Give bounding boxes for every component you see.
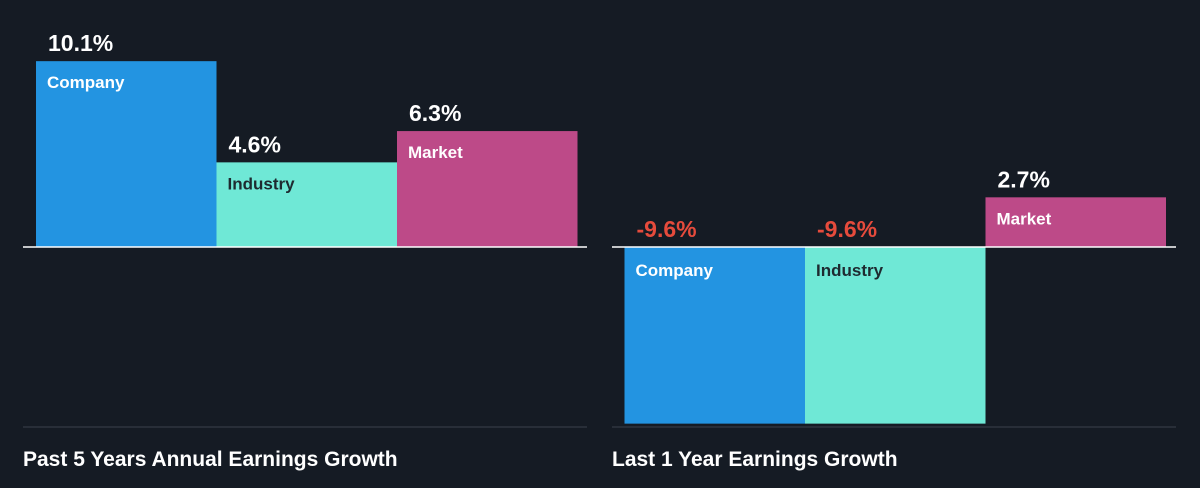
category-label-market: Market bbox=[997, 209, 1052, 228]
category-label-company: Company bbox=[47, 73, 125, 92]
value-label-industry: 4.6% bbox=[229, 131, 281, 157]
value-label-company: -9.6% bbox=[637, 216, 697, 242]
value-label-market: 2.7% bbox=[998, 166, 1050, 192]
chart-title: Past 5 Years Annual Earnings Growth bbox=[23, 448, 398, 471]
bars-past-5-years: Company 10.1% Industry 4.6% Market 6.3% bbox=[36, 30, 578, 247]
bar-company bbox=[36, 61, 217, 247]
panel-last-1-year: Company -9.6% Industry -9.6% Market 2.7% Last… bbox=[612, 166, 1176, 471]
category-label-industry: Industry bbox=[228, 174, 296, 193]
bar-market bbox=[397, 131, 578, 247]
bar-industry bbox=[805, 247, 986, 424]
chart-title: Last 1 Year Earnings Growth bbox=[612, 448, 898, 471]
panel-past-5-years: Company 10.1% Industry 4.6% Market 6.3% Past … bbox=[23, 30, 587, 471]
value-label-market: 6.3% bbox=[409, 100, 461, 126]
category-label-market: Market bbox=[408, 143, 463, 162]
category-label-industry: Industry bbox=[816, 261, 884, 280]
value-label-company: 10.1% bbox=[48, 30, 113, 56]
bar-company bbox=[624, 247, 805, 424]
bar-industry bbox=[216, 162, 397, 247]
bar-market bbox=[985, 197, 1166, 247]
bars-last-1-year: Company -9.6% Industry -9.6% Market 2.7% bbox=[624, 166, 1166, 424]
value-label-industry: -9.6% bbox=[817, 216, 877, 242]
category-label-company: Company bbox=[636, 261, 714, 280]
